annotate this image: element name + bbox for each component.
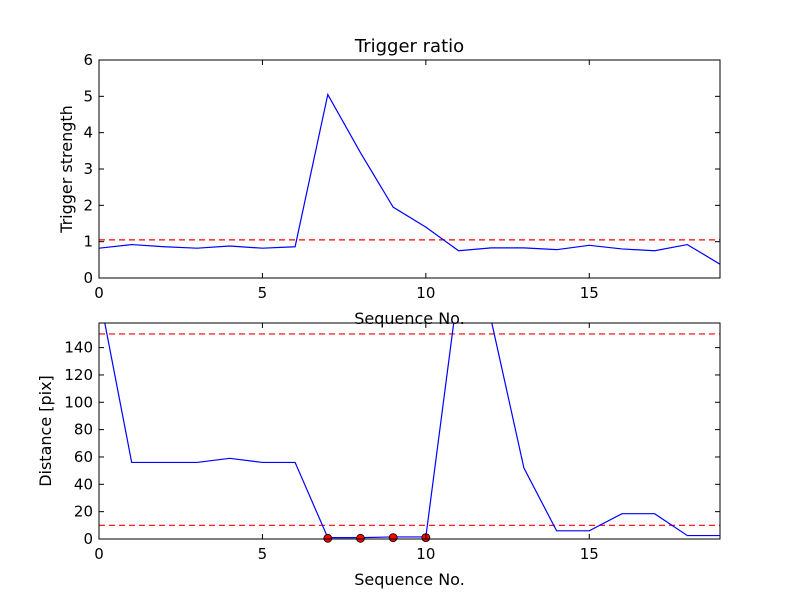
top-y-axis-label: Trigger strength: [57, 105, 76, 234]
bottom-chart: 0 5 10 15 0 20 40 60 80 100 120 140 Sequence No. Di…: [36, 322, 721, 589]
top-y-tick-label: 3: [83, 160, 93, 178]
top-chart: Trigger ratio 0 5 10 15 0 1 2 3 4 5 6 Sequence No.…: [57, 36, 721, 328]
top-y-tick-label: 5: [83, 87, 93, 105]
bottom-ticks: 0 5 10 15 0 20 40 60 80 100 120 140: [64, 323, 720, 563]
bottom-y-tick-label: 120: [64, 366, 93, 384]
top-plot-area: [99, 92, 720, 265]
top-y-tick-label: 1: [83, 233, 93, 251]
top-ticks: 0 5 10 15 0 1 2 3 4 5 6: [83, 51, 720, 302]
bottom-data-point: [323, 533, 333, 543]
bottom-series-line: [104, 323, 720, 539]
bottom-y-tick-label: 140: [64, 339, 93, 357]
bottom-x-tick-label: 15: [580, 545, 599, 563]
top-chart-title: Trigger ratio: [354, 36, 464, 57]
top-series-line: [99, 92, 720, 265]
bottom-y-tick-label: 20: [74, 503, 93, 521]
bottom-data-point: [388, 533, 398, 543]
top-x-axis-label: Sequence No.: [354, 309, 465, 328]
top-x-tick-label: 10: [416, 284, 435, 302]
bottom-x-tick-label: 10: [416, 545, 435, 563]
bottom-x-tick-label: 0: [94, 545, 104, 563]
bottom-data-point: [356, 533, 365, 543]
bottom-y-tick-label: 80: [74, 421, 93, 439]
bottom-y-tick-label: 60: [74, 448, 93, 466]
top-y-tick-label: 6: [83, 51, 93, 69]
top-y-tick-label: 2: [83, 196, 93, 214]
top-y-tick-label: 4: [83, 124, 93, 142]
top-x-tick-label: 15: [580, 284, 599, 302]
bottom-axes-frame: [98, 322, 721, 540]
bottom-y-tick-label: 0: [83, 530, 93, 548]
bottom-y-tick-label: 40: [74, 475, 93, 493]
bottom-y-tick-label: 100: [64, 393, 93, 411]
top-axes-frame: [98, 59, 721, 279]
bottom-y-axis-label: Distance [pix]: [36, 375, 55, 487]
bottom-x-axis-label: Sequence No.: [354, 570, 465, 589]
top-x-tick-label: 5: [258, 284, 268, 302]
top-y-tick-label: 0: [83, 269, 93, 287]
bottom-x-tick-label: 5: [258, 545, 268, 563]
top-x-tick-label: 0: [94, 284, 104, 302]
bottom-plot-area: [99, 323, 720, 539]
